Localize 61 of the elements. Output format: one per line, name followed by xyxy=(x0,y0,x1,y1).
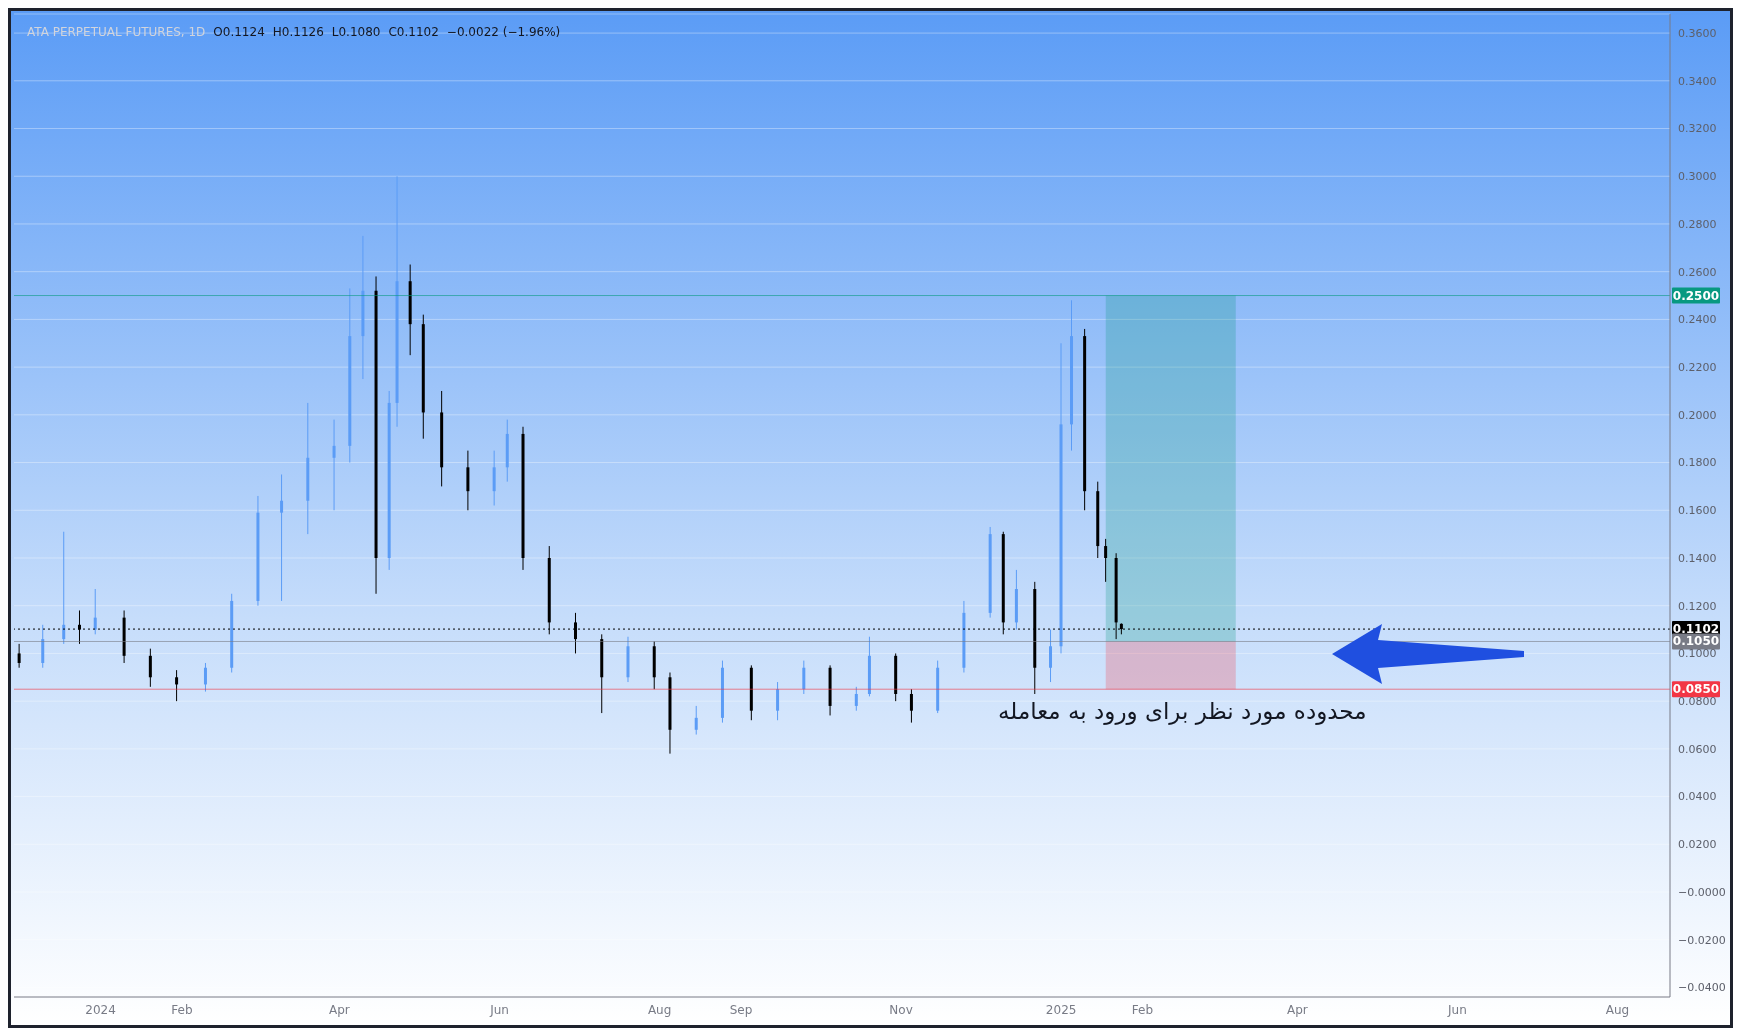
x-tick-label: Jun xyxy=(489,1002,509,1017)
x-tick-label: Apr xyxy=(329,1002,350,1017)
x-tick-label: 2024 xyxy=(85,1002,116,1017)
y-tick-label: 0.0200 xyxy=(1678,838,1717,852)
x-tick-label: Sep xyxy=(729,1002,753,1017)
x-tick-label: Jun xyxy=(1447,1002,1467,1017)
y-tick-label: 0.0400 xyxy=(1678,790,1717,804)
candlestick xyxy=(776,681,780,721)
annotation: محدوده مورد نظر برای ورود به معامله xyxy=(998,698,1367,724)
ref-line-label: 0.1050 xyxy=(1672,634,1720,649)
candlestick xyxy=(93,588,97,635)
x-tick-label: Nov xyxy=(889,1002,913,1017)
candlestick xyxy=(854,686,858,712)
y-tick-label: 0.0800 xyxy=(1678,695,1717,709)
x-tick-label: Aug xyxy=(647,1002,672,1017)
y-tick-label: 0.2200 xyxy=(1678,361,1717,375)
ref-line-label: 0.2500 xyxy=(1672,288,1720,303)
y-tick-label: −0.0000 xyxy=(1678,885,1726,899)
candlestick xyxy=(332,419,336,511)
candlestick xyxy=(41,624,45,669)
y-tick-label: −0.0200 xyxy=(1678,933,1726,947)
candlestick xyxy=(148,648,152,688)
annotation: H0.1126 xyxy=(272,25,324,39)
y-tick-label: 0.0600 xyxy=(1678,742,1717,756)
candlestick xyxy=(175,669,179,702)
annotation: −0.0022 (−1.96%) xyxy=(446,25,561,39)
y-tick-label: 0.1600 xyxy=(1678,504,1717,518)
y-tick-label: 0.2000 xyxy=(1678,408,1717,422)
x-tick-label: Feb xyxy=(171,1002,193,1017)
y-tick-label: 0.2600 xyxy=(1678,265,1717,279)
candlestick xyxy=(492,450,496,506)
candlestick xyxy=(17,643,21,669)
candlestick xyxy=(466,450,470,511)
candlestick xyxy=(909,688,913,724)
x-tick-label: Apr xyxy=(1286,1002,1308,1017)
y-tick-label: 0.3400 xyxy=(1678,74,1717,88)
y-tick-label: 0.1800 xyxy=(1678,456,1717,470)
candlestick xyxy=(694,705,698,736)
annotation: O0.1124 xyxy=(213,25,265,39)
x-tick-label: Feb xyxy=(1131,1002,1154,1017)
y-tick-label: 0.3600 xyxy=(1678,26,1717,40)
y-tick-label: 0.1400 xyxy=(1678,551,1717,565)
candlestick xyxy=(280,473,284,602)
y-tick-label: 0.3000 xyxy=(1678,170,1717,184)
ref-line-label: 0.1102 xyxy=(1672,622,1720,637)
y-tick-label: 0.1000 xyxy=(1678,647,1717,661)
annotation: L0.1080 xyxy=(331,25,381,39)
text: ATA PERPETUAL FUTURES, 1D xyxy=(27,25,206,39)
y-tick-label: −0.0400 xyxy=(1678,981,1726,995)
x-tick-label: 2025 xyxy=(1045,1002,1077,1017)
y-tick-label: 0.2400 xyxy=(1678,313,1717,327)
y-tick-label: 0.2800 xyxy=(1678,217,1717,231)
ref-line-label: 0.0850 xyxy=(1672,682,1720,697)
candlestick xyxy=(1104,538,1108,583)
candlestick xyxy=(802,660,806,695)
y-tick-label: 0.3200 xyxy=(1678,122,1717,136)
y-tick-label: 0.1200 xyxy=(1678,599,1717,613)
candlestick xyxy=(203,662,207,693)
x-tick-label: Aug xyxy=(1605,1002,1630,1017)
candlestick xyxy=(1049,629,1053,683)
annotation: C0.1102 xyxy=(388,25,439,39)
